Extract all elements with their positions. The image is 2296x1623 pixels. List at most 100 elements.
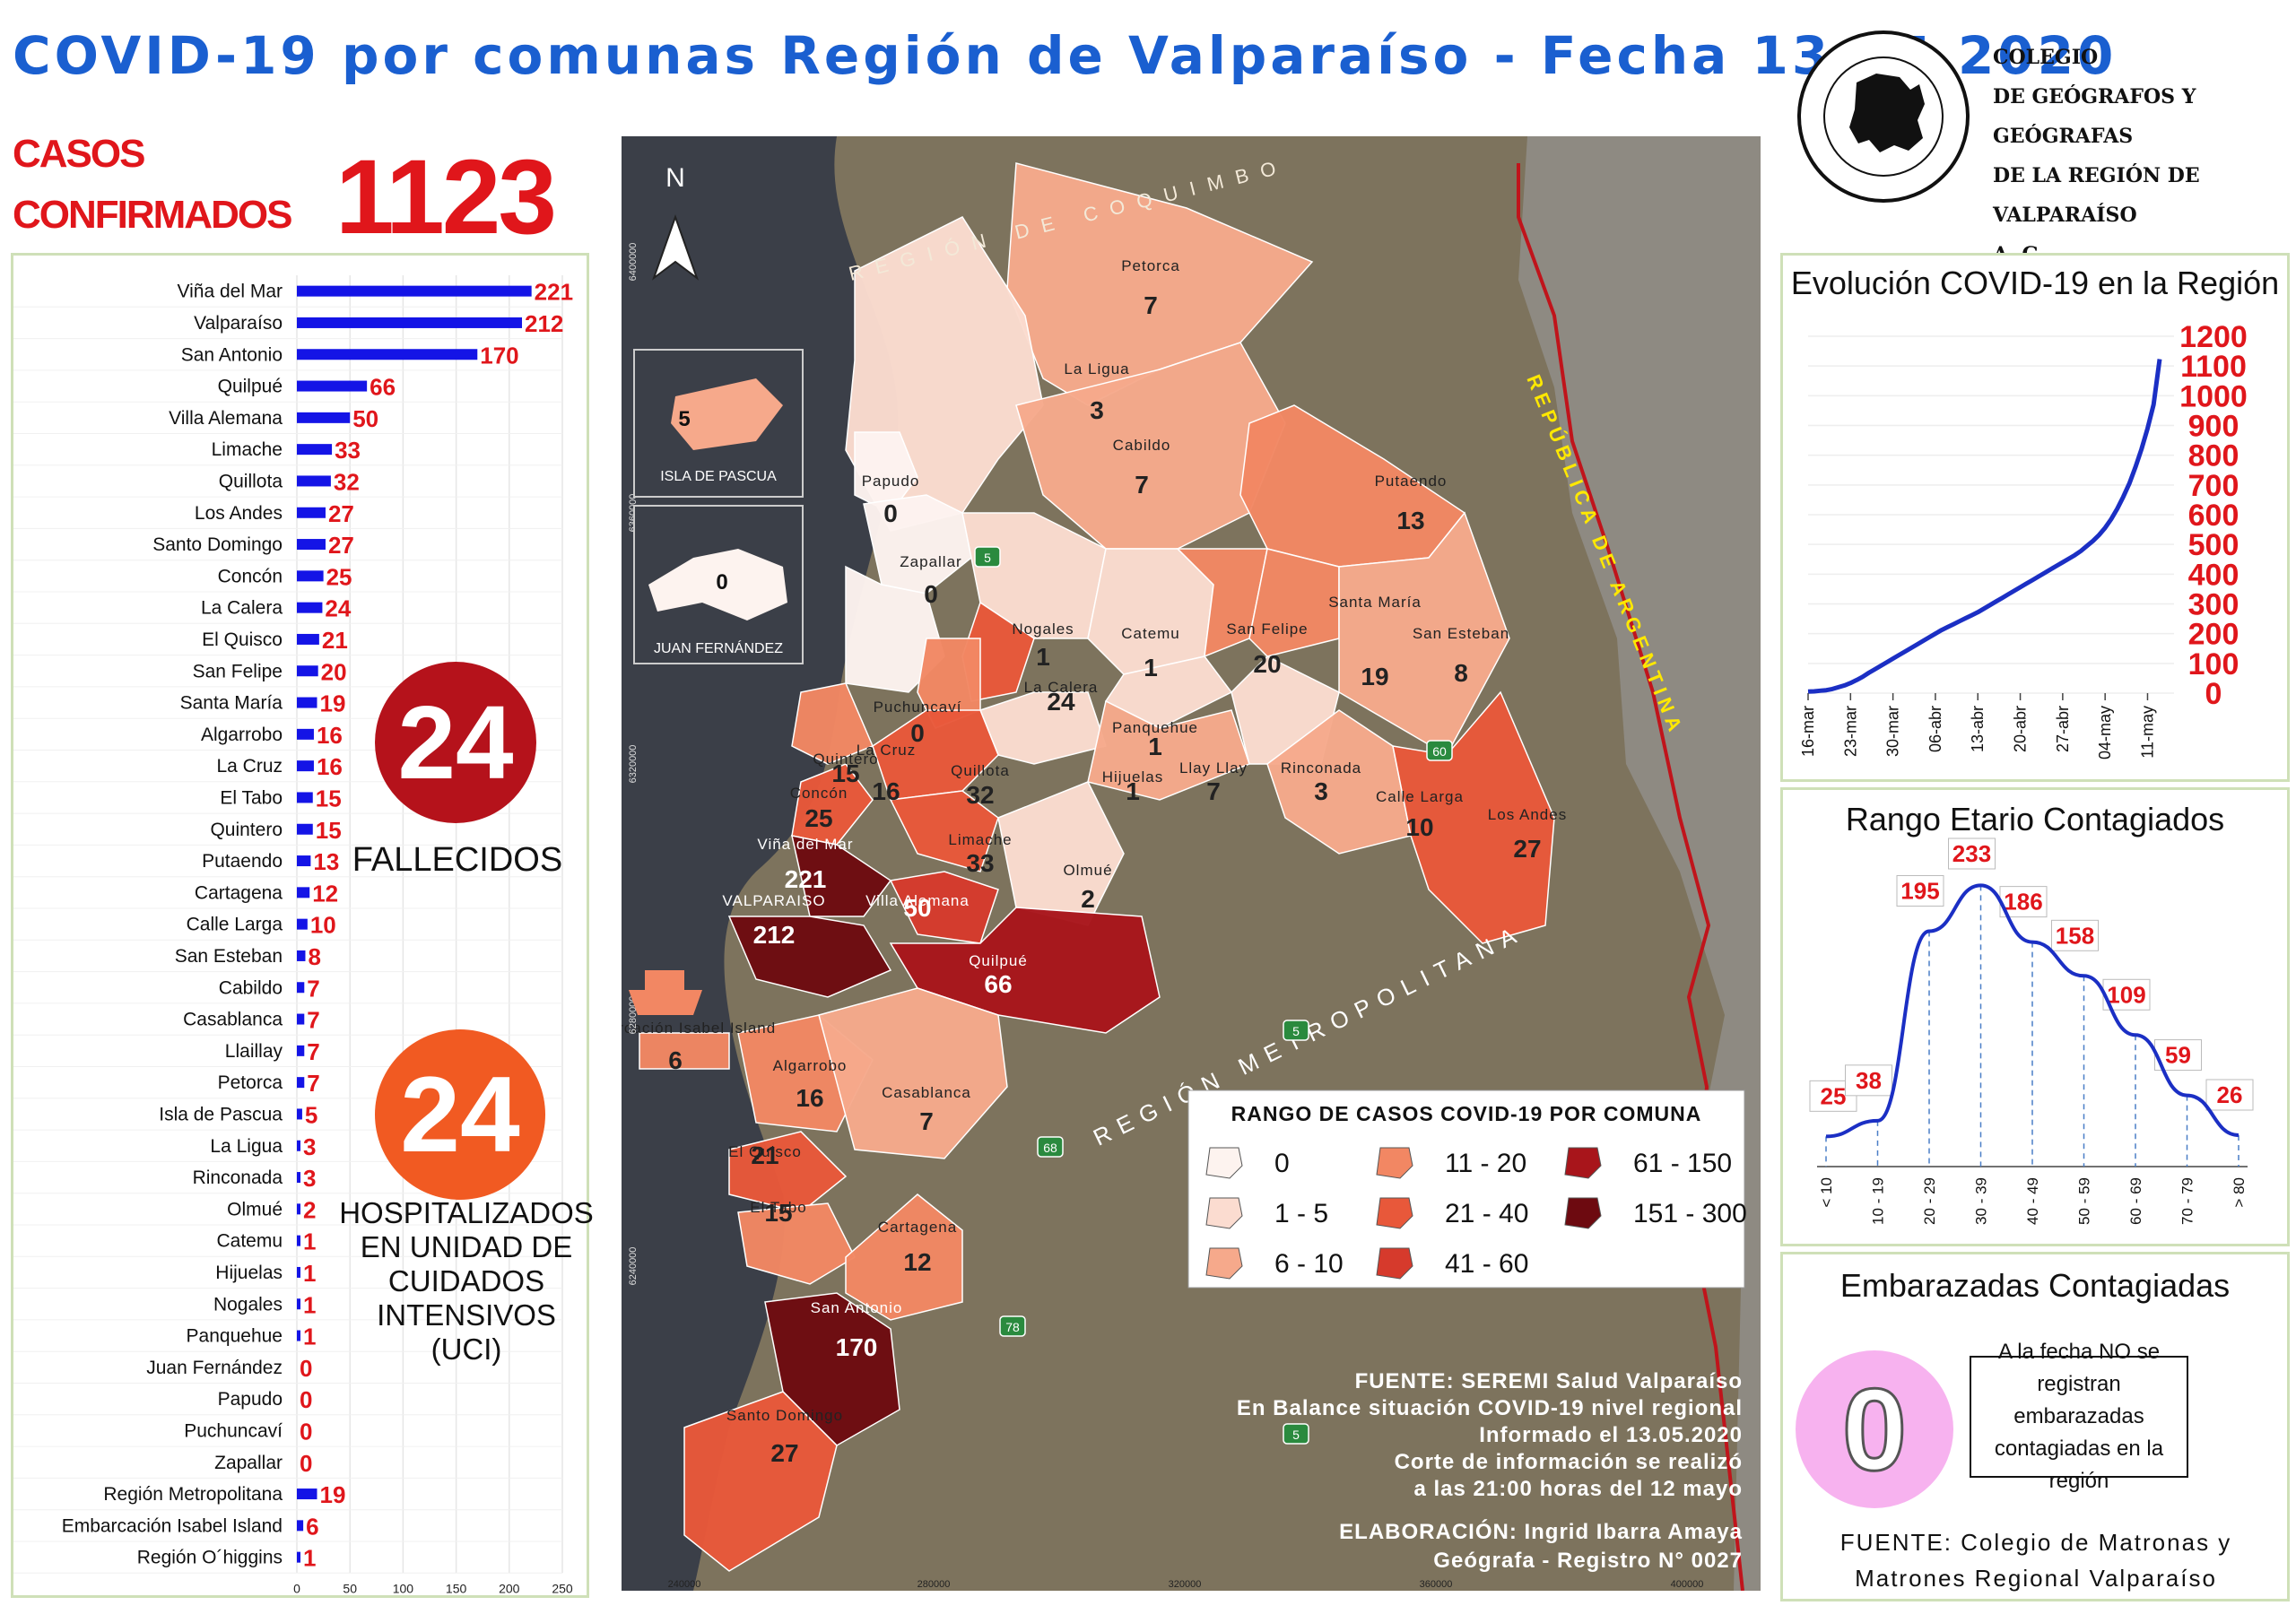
deaths-circle: 24 (375, 662, 536, 823)
commune-name-label: Olmué (1063, 862, 1112, 879)
organization-name: COLEGIO DE GEÓGRAFOS Y GEÓGRAFAS DE LA R… (1993, 38, 2296, 274)
bar-value-label: 2 (303, 1196, 316, 1223)
commune-area (1338, 511, 1510, 757)
bar-category-label: Algarrobo (201, 725, 283, 745)
evo-y-tick-label: 600 (2188, 499, 2239, 533)
commune-name-label: El Tabo (750, 1199, 806, 1216)
commune-name-label: San Esteban (1413, 625, 1509, 642)
bar-value-bar (297, 539, 326, 551)
bar-value-label: 24 (325, 595, 351, 622)
commune-value-label: 15 (831, 759, 859, 787)
commune-name-label: La Cruz (857, 742, 917, 759)
commune-area (683, 1391, 838, 1572)
commune-name-label: San Felipe (1226, 621, 1308, 638)
bar-category-label: Petorca (218, 1072, 283, 1093)
pregnant-source: FUENTE: Colegio de Matronas y Matrones R… (1789, 1524, 2283, 1596)
evo-x-tick-label: 23-mar (1841, 706, 1859, 757)
bar-value-label: 1 (303, 1228, 316, 1255)
bar-value-bar (297, 507, 326, 518)
commune-name-label: Villa Alemana (865, 892, 970, 909)
map-source-line: Corte de información se realizó (1395, 1450, 1743, 1474)
age-data-label: 186 (2004, 889, 2042, 916)
icu-label-line: HOSPITALIZADOS (339, 1196, 594, 1229)
commune-value-label: 170 (836, 1333, 878, 1361)
route-shield (999, 1315, 1026, 1337)
commune-name-label: San Antonio (811, 1299, 903, 1316)
org-line: DE LA REGIÓN DE VALPARAÍSO (1993, 164, 2200, 227)
page-title: COVID-19 por comunas Región de Valparaís… (13, 25, 2118, 86)
commune-value-label: 8 (1454, 659, 1468, 687)
evo-x-tick-label: 20-abr (2012, 706, 2030, 752)
icu-label-line: INTENSIVOS (377, 1298, 556, 1332)
bar-value-bar (297, 1488, 317, 1500)
bar-value-label: 5 (305, 1101, 317, 1128)
age-x-tick-label: 20 - 29 (1921, 1177, 1938, 1225)
bar-category-label: Casablanca (183, 1010, 283, 1030)
bar-value-bar (297, 412, 351, 423)
bar-value-bar (297, 444, 333, 456)
age-chart-panel: Rango Etario Contagiados < 10 25 10 - 19 38… (1780, 787, 2290, 1246)
bar-value-label: 7 (307, 1038, 319, 1065)
age-x-tick-label: 40 - 49 (2024, 1177, 2041, 1225)
bar-category-label: Región Metropolitana (103, 1484, 283, 1505)
age-data-label: 158 (2056, 922, 2094, 949)
commune-value-label: 1 (1126, 777, 1140, 805)
icu-label-line: (UCI) (430, 1332, 502, 1366)
bar-value-label: 3 (303, 1165, 316, 1192)
age-data-label: 109 (2107, 981, 2145, 1008)
commune-value-label: 1 (1148, 733, 1162, 760)
legend-swatch (1564, 1147, 1602, 1179)
commune-value-label: 221 (785, 865, 827, 893)
bar-value-bar (297, 1298, 300, 1310)
bar-value-label: 212 (525, 310, 563, 337)
legend-swatch (1376, 1147, 1413, 1179)
commune-value-label: 3 (1314, 777, 1328, 805)
commune-value-label: 7 (919, 1107, 934, 1135)
bar-value-label: 25 (326, 563, 352, 590)
commune-name-label: El Quisco (728, 1143, 802, 1160)
map-y-tick-label: 6240000 (628, 1247, 639, 1286)
legend-item-label: 1 - 5 (1274, 1199, 1328, 1228)
bar-category-label: Villa Alemana (169, 408, 283, 429)
bar-value-label: 20 (321, 658, 347, 685)
north-arrow-icon (651, 213, 700, 281)
age-data-label: 233 (1952, 840, 1991, 867)
evo-y-tick-label: 1200 (2179, 320, 2248, 354)
bar-value-bar (297, 950, 306, 961)
bar-category-label: San Antonio (181, 344, 283, 365)
commune-area (1248, 548, 1340, 657)
map-x-tick-label: 240000 (668, 1579, 701, 1590)
org-line: DE GEÓGRAFOS Y GEÓGRAFAS (1993, 85, 2196, 148)
bar-category-label: Catemu (216, 1231, 283, 1252)
commune-bar-chart-panel: 0 50 100 150 200 250 Viña del Mar 221 Valparaíso… (11, 253, 589, 1598)
bar-value-bar (297, 349, 478, 360)
legend-swatch (1376, 1197, 1413, 1229)
commune-name-label: VALPARAISO (722, 892, 825, 909)
bar-category-label: Quilpué (218, 377, 283, 397)
bar-value-label: 7 (307, 975, 319, 1002)
commune-value-label: 16 (872, 777, 900, 805)
commune-area (997, 781, 1125, 926)
bar-value-bar (297, 317, 523, 328)
commune-area (1176, 548, 1268, 658)
age-data-label-box (1845, 1064, 1892, 1097)
legend-item-label: 11 - 20 (1445, 1149, 1526, 1178)
legend-item-label: 6 - 10 (1274, 1249, 1344, 1279)
bar-value-bar (297, 570, 324, 582)
commune-value-label: 3 (1090, 396, 1104, 424)
commune-value-label: 15 (764, 1199, 792, 1227)
bar-value-label: 170 (480, 342, 518, 369)
bar-category-label: Olmué (227, 1199, 283, 1219)
commune-name-label: Nogales (1012, 621, 1074, 638)
commune-area (791, 682, 874, 765)
bar-category-label: La Ligua (210, 1136, 283, 1157)
bar-value-label: 3 (303, 1133, 316, 1160)
commune-value-label: 212 (753, 921, 796, 949)
map-x-tick-label: 320000 (1169, 1579, 1202, 1590)
age-x-tick-label: 70 - 79 (2179, 1177, 2196, 1225)
evo-y-tick-label: 300 (2188, 588, 2239, 622)
commune-name-label: La Calera (1024, 679, 1099, 696)
bar-category-label: La Cruz (216, 756, 283, 777)
age-data-label: 195 (1900, 878, 1939, 905)
bar-category-label: Embarcación Isabel Island (62, 1515, 283, 1536)
